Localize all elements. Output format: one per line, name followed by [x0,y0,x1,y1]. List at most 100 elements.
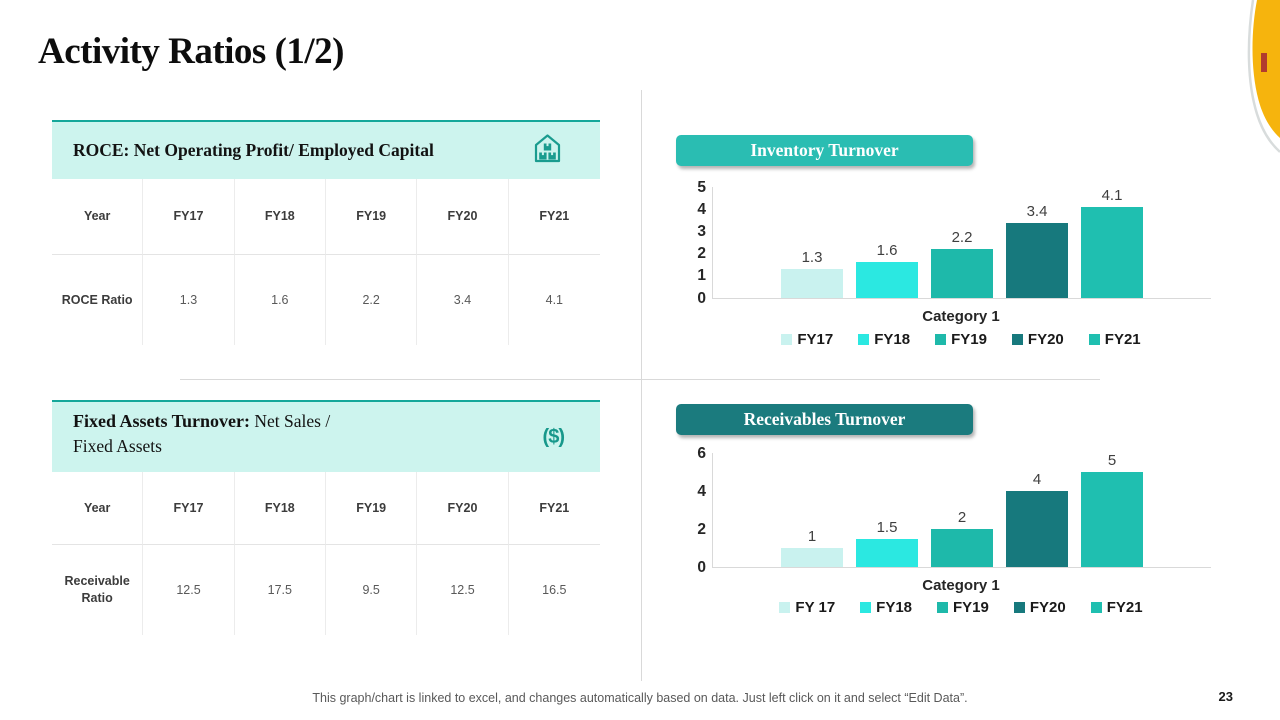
bar-FY18 [856,538,918,567]
legend-item: FY21 [1090,599,1143,616]
bar-FY20 [1006,222,1068,298]
y-axis-tick: 1 [697,267,706,285]
warehouse-icon [531,132,564,170]
table-column-header: FY19 [326,179,418,255]
legend-label: FY17 [797,331,834,348]
legend-swatch [1013,602,1025,613]
bar-group: 1 [781,453,843,567]
legend-swatch [935,334,947,345]
table-cell-value: 16.5 [542,582,567,597]
divider-vertical [641,90,642,681]
table-column-header: FY17 [143,179,235,255]
table-column-header: FY20 [417,179,509,255]
legend-swatch [1088,334,1100,345]
bar-group: 4 [1006,453,1068,567]
y-axis-tick: 4 [697,200,706,218]
legend-swatch [781,334,793,345]
fixed-assets-card-header: Fixed Assets Turnover: Net Sales / Fixed… [52,400,600,472]
roce-card-header: ROCE: Net Operating Profit/ Employed Cap… [52,120,600,179]
table-cell-value: 4.1 [545,292,564,307]
roce-card-title: ROCE: Net Operating Profit/ Employed Cap… [73,140,434,160]
legend-swatch [937,602,949,613]
bar-FY17 [781,548,843,567]
bar-value-label: 5 [1107,452,1117,469]
bar-group: 5 [1081,452,1143,567]
table-cell-value: 2.2 [326,255,418,345]
bar-group: 2 [931,453,993,567]
bar-FY19 [931,249,993,298]
receivables-chart-legend: FY 17 FY18 FY19 FY20 FY21 [662,599,1260,616]
bar-group: 2.2 [931,187,993,298]
inventory-chart-bars: 1.3 1.6 2.2 3.4 4.1 [713,187,1211,298]
table-row-label: ROCE Ratio [52,255,144,345]
bar-FY21 [1081,206,1143,298]
inventory-chart-legend: FY17 FY18 FY19 FY20 FY21 [662,331,1260,348]
fixed-assets-card-title: Fixed Assets Turnover: Net Sales / Fixed… [73,411,331,457]
bar-group: 4.1 [1081,187,1143,298]
corner-decoration [1244,0,1280,158]
table-cell-value: 12.5 [417,545,509,635]
bar-value-label: 4 [1032,471,1042,489]
legend-item: FY19 [935,331,987,348]
inventory-turnover-title: Inventory Turnover [676,135,973,166]
bar-group: 3.4 [1006,187,1068,298]
bar-FY19 [931,529,993,567]
table-cell-value: 1.6 [235,255,326,345]
legend-item: FY18 [860,599,912,616]
receivables-chart-bars: 1 1.5 2 4 5 [713,452,1211,567]
corner-decoration-graphic [1247,0,1280,153]
table-column-header: FY19 [326,472,418,545]
bar-value-label: 2 [957,509,967,527]
legend-item: FY19 [937,599,989,616]
table-cell-value: 12.5 [143,545,235,635]
bar-FY20 [1006,491,1068,567]
inventory-chart-y-axis: 0 1 2 3 4 5 [680,179,706,305]
receivables-chart-x-label: Category 1 [922,577,1000,594]
y-axis-tick: 2 [697,244,706,262]
table-column-header: FY21 [508,472,600,545]
bar-value-label: 1 [807,528,817,546]
table-column-header: Year [52,179,144,255]
bar-value-label: 1.6 [876,242,898,260]
table-column-header: FY17 [143,472,235,545]
table-column-header: FY20 [417,472,509,545]
legend-label: FY19 [953,599,989,616]
table-cell-value: 9.5 [326,545,418,635]
legend-label: FY18 [876,599,913,616]
fixed-assets-card: Fixed Assets Turnover: Net Sales / Fixed… [52,400,600,635]
legend-swatch [858,334,870,345]
bar-FY18 [856,262,918,298]
receivables-chart-plot: 1 1.5 2 4 5 [712,452,1211,568]
y-axis-tick: 4 [697,482,706,500]
page-number: 23 [1218,689,1233,704]
table-column-header: FY18 [234,472,326,545]
legend-label: FY19 [951,331,987,348]
bar-value-label: 2.2 [951,229,973,247]
y-axis-tick: 3 [697,222,706,240]
bar-value-label: 1.3 [801,249,823,267]
roce-table: Year FY17 FY18 FY19 FY20 FY21 ROCE Ratio 1.3 1.6… [52,179,600,345]
legend-label: FY21 [1104,331,1141,348]
legend-item: FY17 [781,331,833,348]
table-cell-value: 17.5 [235,545,326,635]
fixed-assets-card-title-line2: Fixed Assets [73,436,162,457]
table-row-label: Receivable Ratio [52,545,144,635]
legend-label: FY 17 [795,599,836,616]
y-axis-tick: 6 [697,444,706,462]
legend-label: FY21 [1106,599,1143,616]
table-cell-value: 3.4 [417,255,509,345]
legend-swatch [779,602,791,613]
legend-swatch [1090,602,1102,613]
roce-card: ROCE: Net Operating Profit/ Employed Cap… [52,120,600,345]
y-axis-tick: 5 [697,178,706,196]
table-column-header: Year [52,472,144,545]
bar-value-label: 4.1 [1101,186,1123,204]
dollar-icon: ($) [542,426,565,448]
divider-horizontal [180,379,1100,380]
inventory-chart-plot: 1.3 1.6 2.2 3.4 4.1 [712,187,1211,299]
legend-swatch [1011,334,1023,345]
legend-label: FY20 [1029,599,1066,616]
legend-label: FY18 [874,331,911,348]
page-title: Activity Ratios (1/2) [38,31,345,72]
